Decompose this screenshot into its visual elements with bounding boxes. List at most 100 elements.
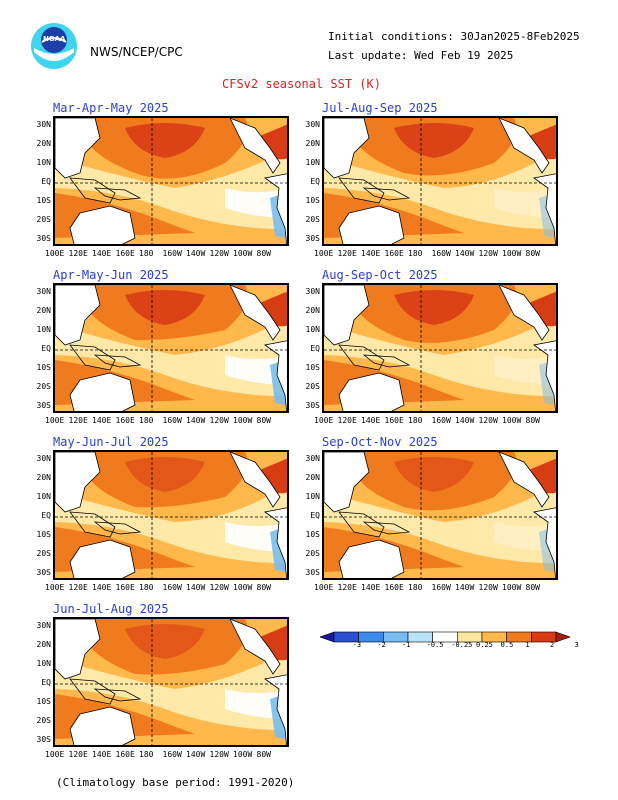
sst-anomaly-field — [324, 285, 556, 411]
sst-map-panel — [53, 450, 289, 580]
lon-tick-label: 180 — [139, 583, 154, 592]
lon-tick-label: 140W — [186, 750, 206, 759]
lon-tick-label: 80W — [256, 583, 271, 592]
lon-tick-label: 120W — [478, 416, 498, 425]
lat-tick-label: 30S — [305, 401, 320, 410]
sst-map-panel — [322, 283, 558, 413]
sst-map-panel — [322, 116, 558, 246]
lon-tick-label: 180 — [139, 416, 154, 425]
lon-tick-label: 160W — [431, 416, 451, 425]
colorbar-label: -3 — [352, 641, 362, 649]
lon-tick-label: 100E — [45, 750, 65, 759]
panel-title: Jul-Aug-Sep 2025 — [322, 101, 438, 115]
lat-tick-label: 10S — [36, 530, 51, 539]
lat-tick-label: 30S — [305, 568, 320, 577]
lon-tick-label: 160W — [431, 249, 451, 258]
lat-tick-label: 20S — [36, 215, 51, 224]
lon-tick-label: 160W — [162, 583, 182, 592]
lon-tick-label: 120E — [68, 249, 88, 258]
colorbar-label: 3 — [574, 641, 579, 649]
sst-anomaly-field — [55, 452, 287, 578]
lon-tick-label: 80W — [525, 249, 540, 258]
lon-tick-label: 100E — [314, 249, 334, 258]
lat-tick-label: 20N — [36, 473, 51, 482]
lon-tick-label: 160E — [384, 249, 404, 258]
lon-tick-label: 140W — [455, 249, 475, 258]
lat-tick-label: EQ — [41, 511, 51, 520]
lon-tick-label: 160E — [115, 583, 135, 592]
colorbar-label: 0.5 — [500, 641, 514, 649]
lat-tick-label: 30N — [305, 454, 320, 463]
lon-tick-label: 120W — [478, 583, 498, 592]
lon-tick-label: 160E — [115, 249, 135, 258]
lon-tick-label: 140W — [455, 583, 475, 592]
panel-title: Aug-Sep-Oct 2025 — [322, 268, 438, 282]
lon-tick-label: 140E — [361, 583, 381, 592]
lon-tick-label: 140W — [186, 583, 206, 592]
page-title: CFSv2 seasonal SST (K) — [222, 77, 381, 91]
footer-note: (Climatology base period: 1991-2020) — [56, 776, 295, 789]
lon-tick-label: 120W — [478, 249, 498, 258]
lon-tick-label: 140E — [361, 249, 381, 258]
lon-tick-label: 100E — [45, 249, 65, 258]
sst-anomaly-field — [55, 118, 287, 244]
colorbar-label: -0.5 — [426, 641, 444, 649]
panel-title: Mar-Apr-May 2025 — [53, 101, 169, 115]
noaa-logo: NOAA — [30, 22, 78, 70]
lon-tick-label: 140E — [361, 416, 381, 425]
lon-tick-label: 100E — [45, 583, 65, 592]
last-update: Last update: Wed Feb 19 2025 — [328, 49, 514, 62]
lon-tick-label: 100W — [233, 416, 253, 425]
lat-tick-label: 10S — [305, 363, 320, 372]
lon-tick-label: 100W — [233, 750, 253, 759]
lat-tick-label: 20N — [305, 139, 320, 148]
lat-tick-label: 20N — [36, 306, 51, 315]
lat-tick-label: 30S — [36, 401, 51, 410]
colorbar-label: -1 — [402, 641, 411, 649]
lat-tick-label: EQ — [41, 678, 51, 687]
lat-tick-label: 20N — [36, 139, 51, 148]
lon-tick-label: 180 — [408, 416, 423, 425]
lat-tick-label: 30S — [36, 568, 51, 577]
lat-tick-label: 20S — [36, 382, 51, 391]
colorbar: -3 -2 -1 -0.5 -0.25 0.25 0.5 1 2 3 — [319, 628, 579, 650]
lon-tick-label: 120E — [337, 249, 357, 258]
lat-tick-label: 20S — [36, 549, 51, 558]
lon-tick-label: 140W — [455, 416, 475, 425]
lon-tick-label: 160E — [115, 416, 135, 425]
sst-anomaly-field — [324, 118, 556, 244]
lat-tick-label: 20S — [305, 382, 320, 391]
lon-tick-label: 160W — [162, 416, 182, 425]
colorbar-arrow-left — [319, 631, 335, 643]
colorbar-label: 2 — [550, 641, 555, 649]
lat-tick-label: 30N — [36, 287, 51, 296]
lon-tick-label: 80W — [525, 416, 540, 425]
lon-tick-label: 180 — [139, 750, 154, 759]
colorbar-label: 0.25 — [476, 641, 493, 649]
lon-tick-label: 100E — [314, 583, 334, 592]
lon-tick-label: 100W — [502, 416, 522, 425]
lon-tick-label: 180 — [408, 249, 423, 258]
lon-tick-label: 80W — [256, 249, 271, 258]
lat-tick-label: 10S — [36, 363, 51, 372]
lon-tick-label: 80W — [256, 416, 271, 425]
lon-tick-label: 100W — [233, 583, 253, 592]
lat-tick-label: 10S — [36, 196, 51, 205]
lon-tick-label: 120E — [68, 416, 88, 425]
sst-map-panel — [53, 116, 289, 246]
lat-tick-label: 10N — [36, 158, 51, 167]
lat-tick-label: EQ — [310, 177, 320, 186]
lon-tick-label: 120E — [68, 583, 88, 592]
lon-tick-label: 180 — [408, 583, 423, 592]
lon-tick-label: 80W — [256, 750, 271, 759]
lat-tick-label: 20S — [36, 716, 51, 725]
lat-tick-label: EQ — [310, 511, 320, 520]
lon-tick-label: 100E — [314, 416, 334, 425]
lon-tick-label: 160W — [162, 249, 182, 258]
lat-tick-label: 30N — [36, 454, 51, 463]
lon-tick-label: 160E — [384, 583, 404, 592]
lat-tick-label: 20S — [305, 215, 320, 224]
lat-tick-label: 30N — [36, 621, 51, 630]
lon-tick-label: 140W — [186, 416, 206, 425]
lat-tick-label: 20N — [305, 473, 320, 482]
